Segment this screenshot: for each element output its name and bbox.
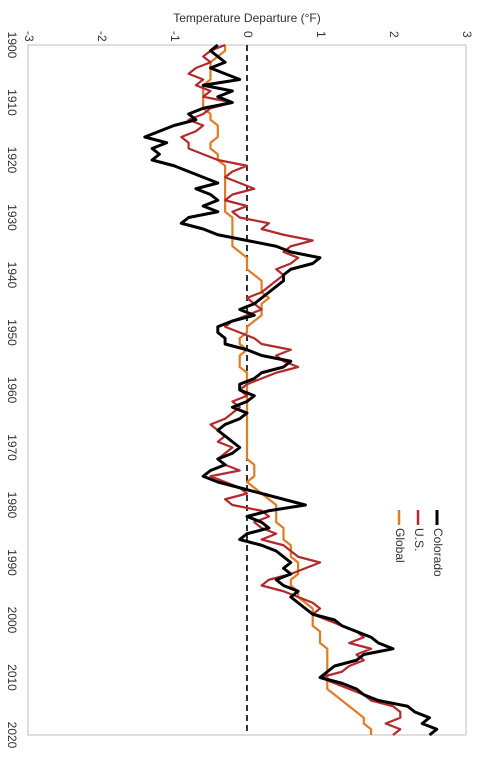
x-tick-label: 1990 bbox=[5, 549, 19, 576]
series-line-us bbox=[180, 43, 402, 736]
x-tick-label: 1950 bbox=[5, 319, 19, 346]
series-line-global bbox=[202, 45, 373, 735]
legend-label: Colorado bbox=[431, 528, 445, 577]
y-axis-title: Temperature Departure (°F) bbox=[173, 11, 321, 25]
x-tick-label: 1920 bbox=[5, 147, 19, 174]
x-tick-label: 2010 bbox=[5, 664, 19, 691]
legend-label: Global bbox=[393, 528, 407, 563]
y-tick-label: -3 bbox=[22, 31, 36, 42]
y-tick-label: 3 bbox=[460, 31, 474, 38]
y-tick-label: 1 bbox=[314, 31, 328, 38]
x-tick-label: 1930 bbox=[5, 204, 19, 231]
y-tick-label: -1 bbox=[168, 31, 182, 42]
x-tick-label: 2020 bbox=[5, 722, 19, 749]
legend-item: U.S. bbox=[412, 510, 426, 551]
legend-label: U.S. bbox=[412, 528, 426, 551]
legend-item: Colorado bbox=[431, 510, 445, 577]
legend-item: Global bbox=[393, 510, 407, 563]
series-line-colorado bbox=[143, 43, 439, 737]
x-tick-label: 1960 bbox=[5, 377, 19, 404]
x-tick-label: 1980 bbox=[5, 492, 19, 519]
x-tick-label: 2000 bbox=[5, 607, 19, 634]
plot-area: Temperature Departure (°F) -3 -2 -1 0 1 2 3 1900… bbox=[5, 11, 474, 749]
y-tick-label: 2 bbox=[387, 31, 401, 38]
y-tick-label: -2 bbox=[95, 31, 109, 42]
y-tick-label: 0 bbox=[241, 31, 255, 38]
x-tick-label: 1940 bbox=[5, 262, 19, 289]
x-tick-label: 1910 bbox=[5, 89, 19, 116]
x-tick-label: 1970 bbox=[5, 434, 19, 461]
x-tick-label: 1900 bbox=[5, 32, 19, 59]
